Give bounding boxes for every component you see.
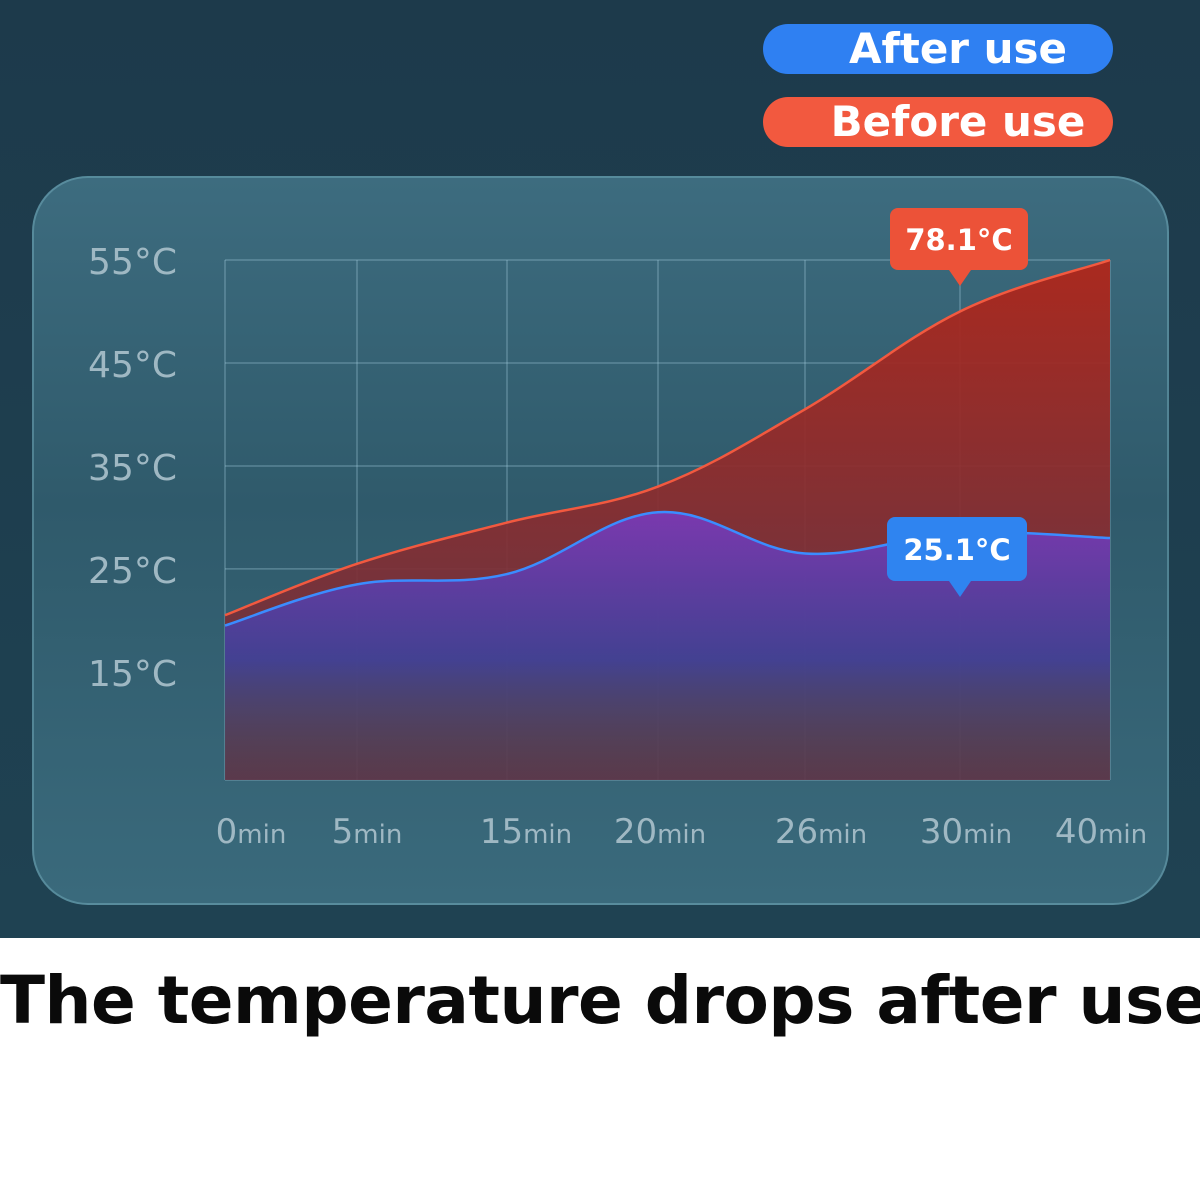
callout-after-use: 25.1°C — [887, 517, 1027, 597]
y-tick-label: 55°C — [88, 242, 177, 283]
x-axis-ticks: 0min 5min 15min 20min 26min 30min 40min — [216, 812, 1147, 852]
y-tick-label: 25°C — [88, 551, 177, 592]
callout-box — [887, 517, 1027, 581]
chart-background: After use Before use 55°C 45°C 35°C 25°C 15°… — [0, 0, 1200, 938]
callout-pointer — [949, 270, 971, 286]
line-before-use — [224, 258, 1111, 617]
value-callouts: 78.1°C 25.1°C — [887, 208, 1028, 597]
series-areas — [225, 260, 1110, 780]
callout-value: 25.1°C — [903, 533, 1010, 567]
callout-pointer — [949, 581, 971, 597]
y-tick-label: 35°C — [88, 448, 177, 489]
legend-after-use: After use — [763, 24, 1113, 74]
y-axis-ticks: 55°C 45°C 35°C 25°C 15°C — [88, 242, 177, 695]
x-tick-label: 40min — [1055, 812, 1147, 852]
x-tick-label: 20min — [614, 812, 706, 852]
x-tick-label: 26min — [775, 812, 867, 852]
caption-text: The temperature drops after use — [0, 962, 1200, 1039]
temperature-chart: 55°C 45°C 35°C 25°C 15°C 0min 5min 15min 20min 2… — [88, 208, 1147, 852]
y-tick-label: 15°C — [88, 654, 177, 695]
y-tick-label: 45°C — [88, 345, 177, 386]
x-tick-label: 0min — [216, 812, 287, 852]
callout-value: 78.1°C — [905, 223, 1012, 257]
callout-before-use: 78.1°C — [890, 208, 1028, 286]
callout-box — [890, 208, 1028, 270]
area-after-use — [225, 512, 1110, 780]
x-tick-label: 15min — [480, 812, 572, 852]
legend-before-use: Before use — [763, 97, 1113, 147]
x-tick-label: 5min — [332, 812, 403, 852]
x-tick-label: 30min — [920, 812, 1012, 852]
